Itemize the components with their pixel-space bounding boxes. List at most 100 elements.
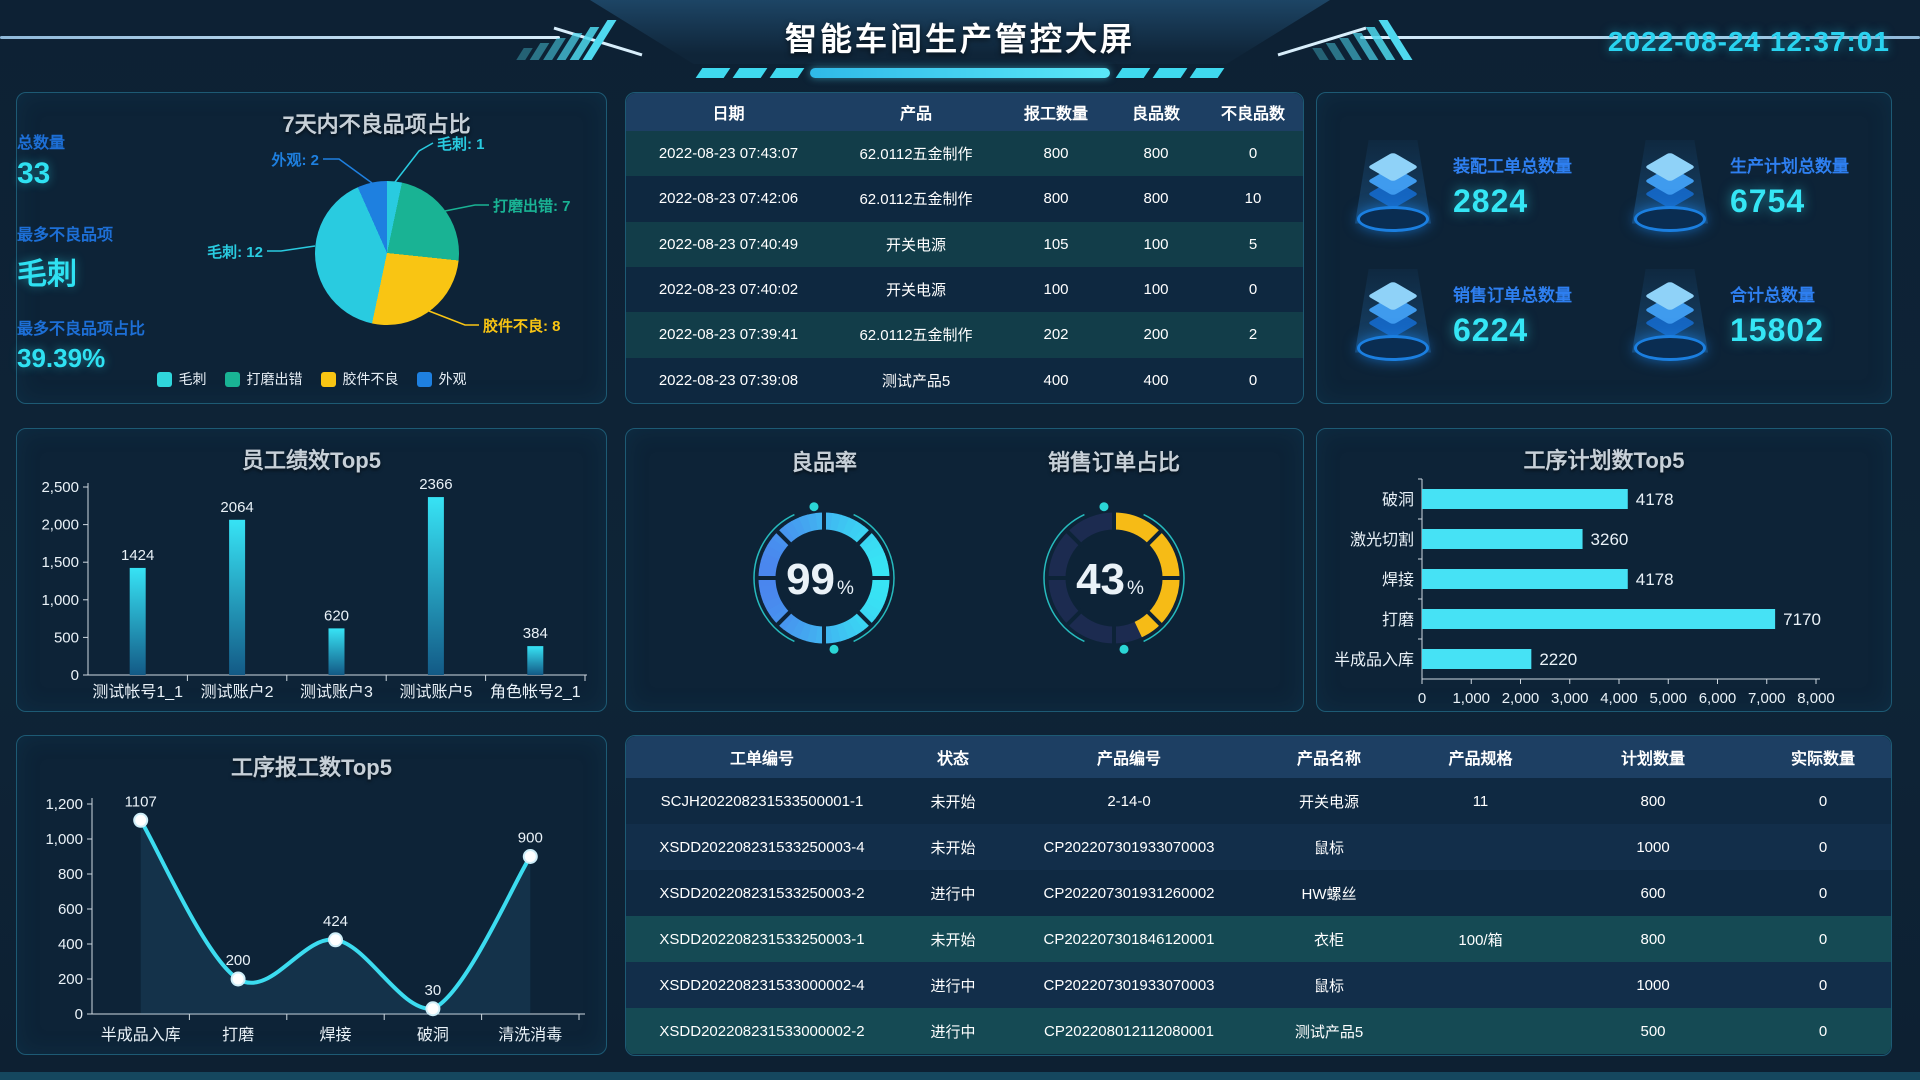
- stat-card-sales-orders: 销售订单总数量 6224: [1331, 250, 1608, 379]
- svg-text:破洞: 破洞: [417, 1026, 449, 1044]
- stat-top-defect-ratio: 最多不良品项占比 39.39%: [17, 315, 145, 374]
- bar: [1422, 609, 1776, 629]
- table-cell: 鼠标: [1313, 977, 1344, 995]
- stat-card-value: 15802: [1730, 311, 1824, 348]
- svg-text:1107: 1107: [125, 793, 157, 810]
- stat-card-label: 装配工单总数量: [1453, 156, 1572, 176]
- pie-slice-label: 毛刺: 12: [207, 244, 263, 261]
- good-rate-title: 良品率: [790, 450, 857, 475]
- page-title: 智能车间生产管控大屏: [784, 21, 1135, 57]
- table-cell: 进行中: [930, 1023, 976, 1041]
- legend-color-chip: [156, 371, 172, 387]
- legend-label: 打磨出错: [246, 371, 303, 387]
- layers-icon: [1622, 265, 1718, 365]
- column-header: 产品规格: [1408, 736, 1553, 778]
- layers-icon: [1622, 136, 1718, 236]
- stat-label: 最多不良品项: [17, 227, 114, 244]
- table-row: 2022-08-23 07:39:08 测试产品5 400 400 0: [626, 357, 1303, 403]
- table-cell: [1408, 824, 1553, 870]
- table-cell: 200: [1143, 326, 1169, 344]
- table-cell: 未开始: [930, 793, 976, 811]
- bar: [1422, 569, 1628, 589]
- svg-text:半成品入库: 半成品入库: [1334, 651, 1414, 669]
- table-cell: 2022-08-23 07:42:06: [658, 190, 799, 208]
- performance-title: 员工绩效Top5: [242, 448, 381, 473]
- stat-value: 33: [17, 157, 51, 190]
- pie-slice-label: 胶件不良: 8: [483, 318, 561, 335]
- table-cell: 2: [1248, 326, 1258, 344]
- svg-text:3,000: 3,000: [1551, 690, 1589, 707]
- legend-label: 外观: [438, 371, 467, 387]
- bar: [229, 519, 246, 675]
- table-cell: SCJH202208231533500001-1: [660, 792, 864, 810]
- table-cell: XSDD202208231533250003-2: [659, 884, 865, 902]
- svg-text:620: 620: [324, 607, 349, 624]
- bar: [527, 646, 544, 675]
- layers-icon: [1345, 136, 1441, 236]
- process-report-line-chart: 0 200 400 600 800 1,000 1,200 1107 半成品入库 200 打磨 424…: [30, 776, 595, 1059]
- table-cell: 0: [1818, 976, 1828, 994]
- datetime-display: 2022-08-24 12:37:01: [1607, 26, 1890, 57]
- stat-card-label: 销售订单总数量: [1453, 285, 1572, 305]
- table-cell: 800: [1143, 145, 1169, 163]
- table-cell: 2022-08-23 07:40:02: [658, 281, 799, 299]
- performance-bar-chart: 0 500 1,000 1,500 2,000 2,500 1424 测试帐号1_1 2064 测…: [30, 473, 595, 714]
- table-cell: 202: [1043, 326, 1069, 344]
- svg-text:2064: 2064: [220, 499, 253, 516]
- legend-item[interactable]: 胶件不良: [320, 369, 399, 389]
- table-cell: 测试产品5: [1294, 1023, 1364, 1041]
- table-cell: 100: [1143, 235, 1169, 253]
- sales-ratio-title: 销售订单占比: [1047, 450, 1180, 475]
- table-cell: CP202207301931260002: [1043, 884, 1215, 902]
- legend-color-chip: [320, 371, 336, 387]
- table-cell: 800: [1143, 190, 1169, 208]
- data-point: [133, 812, 149, 828]
- table-cell: 0: [1818, 838, 1828, 856]
- legend-item[interactable]: 毛刺: [156, 369, 207, 389]
- table-cell: 400: [1143, 371, 1169, 389]
- table-cell: 1000: [1636, 976, 1670, 994]
- table-cell: 800: [1640, 930, 1666, 948]
- bar: [1422, 489, 1628, 509]
- pie-slice-label: 打磨出错: 7: [493, 198, 571, 215]
- header: 智能车间生产管控大屏 2022-08-24 12:37:01: [0, 0, 1920, 92]
- table-cell: 800: [1043, 190, 1069, 208]
- panel-production-report: 日期 产品 报工数量 良品数 不良品数 2022-08-23 07:43:07 62.01…: [625, 92, 1304, 404]
- legend-item[interactable]: 打磨出错: [224, 369, 303, 389]
- svg-text:0: 0: [75, 1006, 83, 1023]
- sales-ratio-gauge: 43%: [974, 493, 1254, 663]
- column-header: 计划数量: [1553, 736, 1753, 778]
- svg-text:测试账户5: 测试账户5: [399, 683, 472, 701]
- column-header: 不良品数: [1201, 93, 1303, 131]
- svg-text:焊接: 焊接: [319, 1026, 351, 1044]
- svg-text:800: 800: [58, 866, 83, 883]
- svg-text:2,500: 2,500: [41, 479, 79, 496]
- svg-text:2,000: 2,000: [41, 517, 79, 534]
- table-cell: 0: [1248, 145, 1258, 163]
- svg-text:测试帐号1_1: 测试帐号1_1: [92, 683, 183, 701]
- svg-text:400: 400: [58, 936, 83, 953]
- table-cell: 鼠标: [1313, 839, 1344, 857]
- table-cell: 0: [1818, 884, 1828, 902]
- pie-slice-label: 毛刺: 1: [437, 136, 485, 153]
- bar: [129, 567, 146, 675]
- table-cell: [1408, 870, 1553, 916]
- svg-text:0: 0: [71, 667, 79, 684]
- column-header: 工单编号: [626, 736, 898, 778]
- table-cell: 未开始: [930, 931, 976, 949]
- table-cell: HW螺丝: [1301, 885, 1357, 903]
- stat-card-total: 合计总数量 15802: [1608, 250, 1885, 379]
- table-cell: 0: [1818, 792, 1828, 810]
- table-cell: 2022-08-23 07:39:41: [658, 326, 799, 344]
- header-underline-decoration: [695, 68, 1225, 78]
- data-point: [230, 971, 246, 987]
- header-center-plate: [590, 0, 1330, 64]
- table-cell: XSDD202208231533250003-4: [659, 838, 865, 856]
- svg-text:2,000: 2,000: [1502, 690, 1540, 707]
- table-cell: 105: [1043, 235, 1069, 253]
- pie-slice-label: 外观: 2: [271, 152, 319, 169]
- process-plan-title: 工序计划数Top5: [1523, 448, 1685, 473]
- svg-text:4,000: 4,000: [1600, 690, 1638, 707]
- panel-order-stats: 装配工单总数量 2824 生产计划总数量 6754 销售订单总数量 6224: [1316, 92, 1892, 404]
- legend-item[interactable]: 外观: [416, 369, 467, 389]
